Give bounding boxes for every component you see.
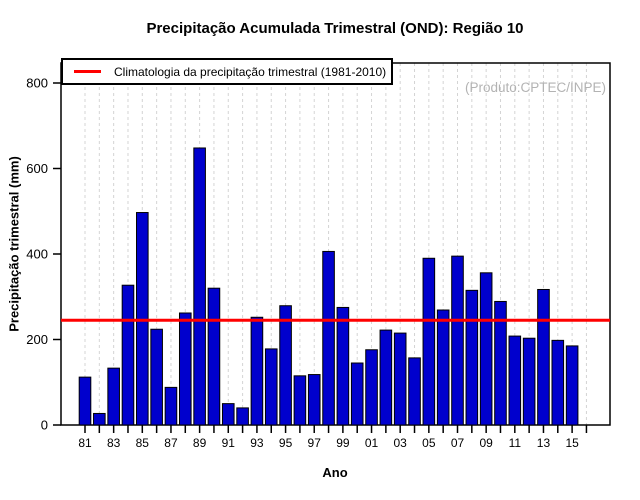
bar-1987 xyxy=(164,386,178,426)
y-tick-label: 800 xyxy=(26,76,48,91)
y-tick-label: 400 xyxy=(26,247,48,262)
bar-1981 xyxy=(78,376,92,426)
bar-2013 xyxy=(537,288,550,426)
bar-1996 xyxy=(293,375,307,426)
bar-2003 xyxy=(393,332,407,426)
x-tick-label: 15 xyxy=(565,436,579,450)
bar-1982 xyxy=(93,412,106,426)
bar-1983 xyxy=(107,367,120,426)
x-tick-label: 97 xyxy=(308,436,322,450)
bar-1991 xyxy=(221,403,235,426)
x-tick-label: 81 xyxy=(78,436,92,450)
bar-1993 xyxy=(250,316,264,426)
bar-2009 xyxy=(479,272,493,426)
bar-1992 xyxy=(236,407,249,426)
y-axis-title: Precipitação trimestral (mm) xyxy=(6,156,22,332)
y-tick-label: 200 xyxy=(26,332,48,347)
bar-1998 xyxy=(322,250,335,426)
bar-1990 xyxy=(207,287,221,426)
x-tick-label: 93 xyxy=(250,436,264,450)
legend-label: Climatologia da precipitação trimestral … xyxy=(114,64,387,79)
bar-2006 xyxy=(436,309,450,426)
climatology-line-swatch xyxy=(74,70,101,73)
bar-2005 xyxy=(422,257,436,426)
bar-2011 xyxy=(508,335,522,426)
x-tick-label: 95 xyxy=(279,436,293,450)
x-tick-label: 13 xyxy=(537,436,551,450)
bar-2004 xyxy=(408,357,421,426)
chart-title: Precipitação Acumulada Trimestral (OND):… xyxy=(146,20,524,37)
bar-1986 xyxy=(150,328,163,426)
x-tick-label: 11 xyxy=(509,436,522,450)
bar-1995 xyxy=(279,305,292,426)
bar-1988 xyxy=(178,312,192,426)
bar-1999 xyxy=(336,306,350,426)
bar-1984 xyxy=(121,284,135,426)
x-tick-label: 09 xyxy=(479,436,493,450)
bar-2007 xyxy=(451,255,464,426)
x-axis-title: Ano xyxy=(322,465,348,480)
x-tick-label: 89 xyxy=(193,436,207,450)
y-tick-label: 600 xyxy=(26,161,48,176)
x-tick-label: 03 xyxy=(394,436,408,450)
x-tick-label: 01 xyxy=(365,436,379,450)
bar-1989 xyxy=(193,147,206,426)
x-tick-label: 91 xyxy=(222,436,236,450)
x-tick-label: 99 xyxy=(336,436,350,450)
bar-1994 xyxy=(264,348,278,426)
x-tick-label: 87 xyxy=(164,436,178,450)
x-tick-label: 83 xyxy=(107,436,121,450)
bar-1997 xyxy=(307,374,321,426)
y-tick-label: 0 xyxy=(41,418,48,433)
legend: Climatologia da precipitação trimestral … xyxy=(61,58,393,85)
x-tick-label: 85 xyxy=(136,436,150,450)
x-tick-label: 05 xyxy=(422,436,436,450)
x-tick-label: 07 xyxy=(451,436,465,450)
bar-2015 xyxy=(565,345,579,426)
product-watermark: (Produto:CPTEC/INPE) xyxy=(464,80,606,95)
bar-2000 xyxy=(350,362,364,426)
bar-2002 xyxy=(379,329,393,426)
bar-2012 xyxy=(522,337,536,426)
bar-2014 xyxy=(551,339,565,426)
bar-2008 xyxy=(465,289,479,426)
bar-2001 xyxy=(365,349,378,426)
